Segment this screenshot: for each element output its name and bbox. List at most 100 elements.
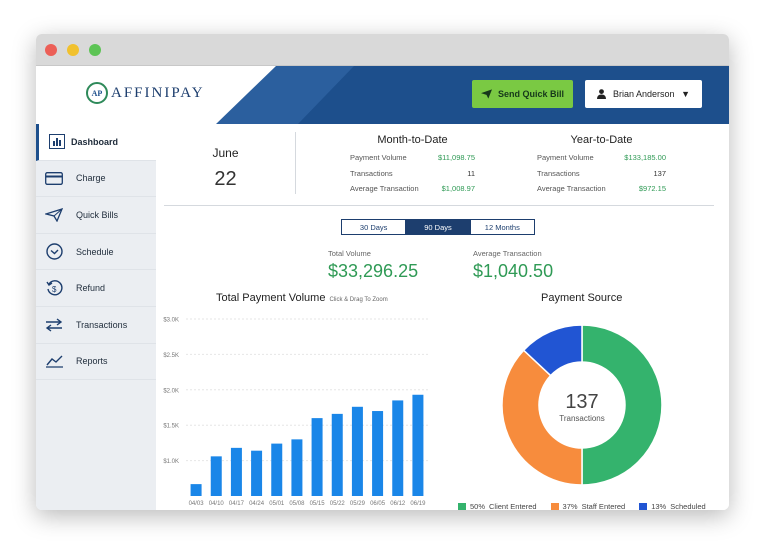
close-window-button[interactable] — [45, 44, 57, 56]
stat-label: Average Transaction — [537, 184, 606, 193]
sidebar-item-label: Schedule — [76, 246, 114, 257]
legend-label: Client Entered — [489, 502, 537, 510]
bar[interactable] — [230, 447, 242, 496]
user-name: Brian Anderson — [613, 89, 675, 99]
stat-value: 11 — [467, 168, 475, 178]
year-to-date-panel: Year-to-Date Payment Volume $133,185.00 T… — [537, 134, 666, 200]
total-volume-label: Total Volume — [328, 249, 371, 258]
bar[interactable] — [351, 406, 363, 496]
svg-text:$: $ — [52, 285, 57, 294]
sidebar-item-reports[interactable]: Reports — [36, 344, 156, 381]
x-tick-label: 05/29 — [350, 501, 366, 507]
y-tick-label: $2.0K — [163, 388, 179, 394]
sidebar-item-label: Quick Bills — [76, 209, 119, 220]
bar[interactable] — [210, 456, 222, 496]
sidebar-item-transactions[interactable]: Transactions — [36, 307, 156, 344]
app-header: AP AFFINIPAY Send Quick Bill Brian Ander… — [36, 66, 729, 124]
x-tick-label: 05/01 — [269, 501, 285, 507]
stat-value: $1,008.97 — [441, 184, 475, 193]
bar[interactable] — [271, 443, 283, 496]
y-tick-label: $1.0K — [163, 459, 179, 465]
legend-item[interactable]: 50% Client Entered — [458, 502, 537, 510]
current-date: June 22 — [156, 132, 296, 194]
sidebar-item-charge[interactable]: Charge — [36, 161, 156, 198]
y-tick-label: $1.5K — [163, 424, 179, 430]
logo-mark-icon: AP — [86, 82, 108, 104]
paper-plane-icon — [480, 89, 492, 99]
sidebar: Dashboard Charge Quick Bills Schedule $ … — [36, 124, 156, 510]
stat-value: 137 — [653, 168, 666, 178]
minimize-window-button[interactable] — [67, 44, 79, 56]
payment-source-legend: 50% Client Entered 37% Staff Entered 13% Sche… — [458, 502, 706, 510]
payment-volume-chart[interactable]: $1.0K $1.5K $2.0K $2.5K $3.0K 04/03 04/10 04/17… — [156, 308, 456, 510]
tab-30-days[interactable]: 30 Days — [342, 220, 407, 234]
year-to-date-title: Year-to-Date — [570, 134, 633, 146]
bar[interactable] — [291, 439, 303, 496]
zoom-hint: Click & Drag To Zoom — [329, 297, 388, 303]
sidebar-item-schedule[interactable]: Schedule — [36, 234, 156, 271]
sidebar-item-label: Charge — [76, 173, 106, 184]
dashboard-main: June 22 Month-to-Date Payment Volume $11,… — [156, 124, 729, 510]
stat-label: Average Transaction — [350, 184, 419, 193]
bar[interactable] — [412, 394, 424, 496]
legend-percent: 50% — [470, 502, 486, 510]
stat-row: Transactions 11 — [350, 169, 475, 185]
affinipay-logo[interactable]: AP AFFINIPAY — [86, 82, 205, 104]
maximize-window-button[interactable] — [89, 44, 101, 56]
stat-row: Payment Volume $11,098.75 — [350, 153, 475, 169]
legend-swatch — [458, 502, 466, 510]
stat-row: Average Transaction $1,008.97 — [350, 184, 475, 200]
stat-label: Transactions — [350, 168, 393, 178]
month-to-date-title: Month-to-Date — [377, 134, 448, 146]
stat-value: $133,185.00 — [624, 153, 666, 162]
average-transaction-value: $1,040.50 — [473, 261, 554, 281]
sidebar-item-dashboard[interactable]: Dashboard — [36, 124, 156, 161]
total-volume-summary: Total Volume $33,296.25 — [328, 249, 418, 282]
x-tick-label: 05/22 — [330, 501, 346, 507]
credit-card-icon — [44, 170, 64, 186]
x-tick-label: 06/19 — [410, 501, 426, 507]
x-tick-label: 06/05 — [370, 501, 386, 507]
tab-12-months[interactable]: 12 Months — [470, 220, 534, 234]
x-tick-label: 04/24 — [249, 501, 265, 507]
donut-slice[interactable] — [522, 324, 583, 377]
x-tick-label: 04/03 — [189, 501, 205, 507]
stat-row: Average Transaction $972.15 — [537, 184, 666, 200]
send-quick-bill-button[interactable]: Send Quick Bill — [472, 80, 573, 108]
bar[interactable] — [331, 413, 343, 496]
bar[interactable] — [392, 400, 404, 496]
legend-item[interactable]: 13% Scheduled — [639, 502, 706, 510]
x-tick-label: 04/17 — [229, 501, 245, 507]
bar[interactable] — [372, 411, 384, 496]
sidebar-item-refund[interactable]: $ Refund — [36, 270, 156, 307]
date-day: 22 — [214, 168, 237, 190]
bar[interactable] — [251, 450, 263, 496]
sidebar-item-label: Reports — [76, 356, 108, 367]
stat-value: $11,098.75 — [438, 153, 475, 162]
donut-slice[interactable] — [581, 324, 663, 486]
legend-swatch — [550, 502, 559, 510]
average-transaction-label: Average Transaction — [473, 249, 542, 258]
period-tabs: 30 Days 90 Days 12 Months — [341, 219, 535, 235]
clock-icon — [44, 243, 64, 260]
send-quick-bill-label: Send Quick Bill — [497, 89, 564, 99]
bar[interactable] — [311, 418, 323, 496]
sidebar-item-label: Refund — [76, 283, 106, 294]
x-tick-label: 04/10 — [209, 501, 225, 507]
browser-window: AP AFFINIPAY Send Quick Bill Brian Ander… — [36, 34, 729, 510]
legend-percent: 13% — [651, 502, 667, 510]
donut-center-value: 137 — [565, 391, 598, 413]
bar[interactable] — [190, 484, 202, 496]
donut-center-label: Transactions — [559, 414, 605, 423]
tab-90-days[interactable]: 90 Days — [406, 220, 471, 234]
sidebar-item-label: Dashboard — [71, 136, 119, 147]
legend-item[interactable]: 37% Staff Entered — [550, 502, 625, 510]
legend-percent: 37% — [562, 502, 578, 510]
total-volume-value: $33,296.25 — [328, 261, 419, 281]
user-menu-button[interactable]: Brian Anderson ▼ — [585, 80, 702, 108]
sidebar-item-quick-bills[interactable]: Quick Bills — [36, 197, 156, 234]
donut-slice[interactable] — [501, 349, 583, 486]
stat-row: Transactions 137 — [537, 169, 666, 185]
paper-plane-icon — [44, 207, 64, 223]
